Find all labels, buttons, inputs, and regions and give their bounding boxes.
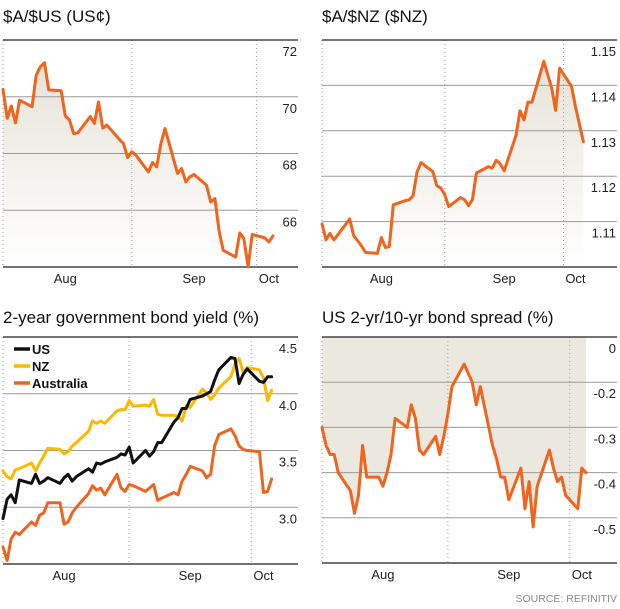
- chart-title: $A/$US (US¢): [3, 7, 111, 26]
- chart-title: $A/$NZ ($NZ): [322, 7, 428, 26]
- x-tick-label: Sep: [497, 567, 520, 582]
- area-fill: [3, 62, 273, 268]
- chart-title: US 2-yr/10-yr bond spread (%): [322, 308, 553, 327]
- series-line: [1, 61, 275, 269]
- series-line: [320, 59, 585, 255]
- y-tick-label: -0.4: [594, 477, 616, 492]
- chart-panel-2: $A/$NZ ($NZ) 1.15 1.14 1.13 1.12 1.11 Aug Sep Oc…: [320, 7, 617, 286]
- chart-panel-3: 2-year government bond yield (%) 4.5 4.0 3.…: [1, 308, 298, 583]
- legend: US NZ Australia: [14, 342, 88, 391]
- legend-label: Australia: [32, 376, 88, 391]
- x-tick-label: Oct: [572, 567, 593, 582]
- series-line-australia: [1, 427, 274, 563]
- chart-panel-1: $A/$US (US¢) 72 70 68 66 Aug Sep Oct: [1, 7, 298, 286]
- y-tick-label: -0.5: [594, 522, 616, 537]
- y-tick-label: 1.14: [591, 89, 616, 104]
- x-tick-label: Oct: [259, 271, 280, 286]
- legend-label: US: [32, 342, 50, 357]
- chart-panel-4: US 2-yr/10-yr bond spread (%) 0 -0.2 -0.3 -0…: [320, 308, 617, 582]
- y-tick-label: 0: [609, 341, 616, 356]
- series-line-nz: [1, 357, 274, 481]
- x-tick-label: Oct: [253, 568, 274, 583]
- x-tick-label: Sep: [183, 271, 206, 286]
- x-tick-label: Aug: [54, 271, 77, 286]
- y-tick-label: 70: [283, 101, 297, 116]
- y-tick-label: 1.15: [591, 44, 616, 59]
- y-tick-label: 68: [283, 158, 297, 173]
- source-note: SOURCE: REFINITIV: [515, 593, 617, 605]
- x-tick-label: Aug: [371, 567, 394, 582]
- y-tick-label: 3.5: [279, 455, 297, 470]
- legend-label: NZ: [32, 359, 49, 374]
- y-tick-label: 3.0: [279, 511, 297, 526]
- x-tick-label: Sep: [493, 271, 516, 286]
- series-line: [320, 362, 588, 529]
- series-line-us: [1, 355, 274, 521]
- y-tick-label: 1.13: [591, 135, 616, 150]
- x-tick-label: Sep: [179, 568, 202, 583]
- area-fill: [322, 337, 586, 527]
- y-tick-label: 66: [283, 214, 297, 229]
- x-tick-label: Oct: [565, 271, 586, 286]
- y-tick-label: 4.5: [279, 341, 297, 356]
- y-tick-label: 4.0: [279, 398, 297, 413]
- y-tick-label: 1.12: [591, 180, 616, 195]
- y-tick-label: -0.3: [594, 431, 616, 446]
- area-fill: [322, 61, 584, 267]
- y-tick-label: -0.2: [594, 386, 616, 401]
- x-tick-label: Aug: [52, 568, 75, 583]
- chart-title: 2-year government bond yield (%): [3, 308, 259, 327]
- x-tick-label: Aug: [370, 271, 393, 286]
- y-tick-label: 72: [283, 44, 297, 59]
- y-tick-label: 1.11: [592, 226, 616, 241]
